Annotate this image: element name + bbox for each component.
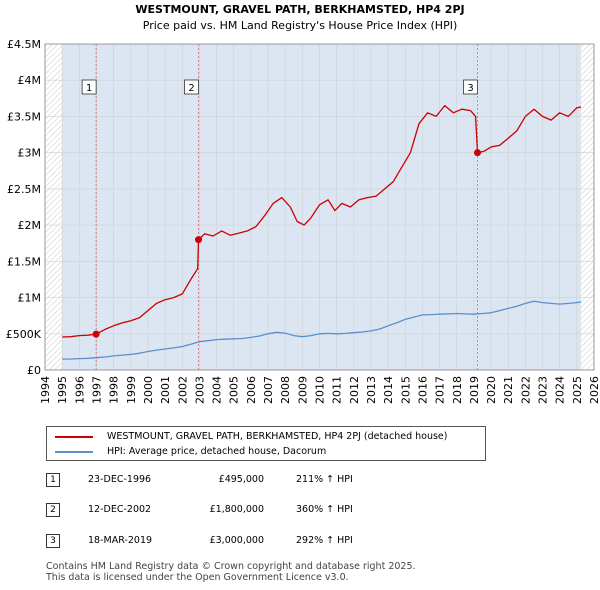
footer-copyright: Contains HM Land Registry data © Crown c… bbox=[46, 561, 416, 572]
x-tick-label: 1997 bbox=[90, 376, 103, 404]
x-tick-label: 1995 bbox=[56, 376, 69, 404]
chart-subtitle: Price paid vs. HM Land Registry's House … bbox=[142, 19, 458, 32]
chart-title: WESTMOUNT, GRAVEL PATH, BERKHAMSTED, HP4… bbox=[135, 3, 465, 16]
x-tick-label: 2019 bbox=[468, 376, 481, 404]
x-tick-label: 2003 bbox=[193, 376, 206, 404]
sale-label-box bbox=[81, 79, 97, 95]
legend-swatch-property bbox=[55, 435, 93, 438]
y-tick-label: £2.5M bbox=[7, 183, 41, 196]
table-row: 2 12-DEC-2002 £1,800,000 360% ↑ HPI bbox=[46, 503, 446, 521]
x-tick-label: 2021 bbox=[502, 376, 515, 404]
x-tick-label: 2006 bbox=[245, 376, 258, 404]
sale-point bbox=[474, 149, 482, 157]
x-tick-label: 2020 bbox=[485, 376, 498, 404]
hpi-line bbox=[62, 300, 582, 360]
y-tick-label: £3M bbox=[18, 147, 42, 160]
x-tick-label: 2009 bbox=[296, 376, 309, 404]
x-tick-label: 1998 bbox=[108, 376, 121, 404]
y-tick-label: £2M bbox=[18, 219, 42, 232]
sale-point bbox=[92, 330, 100, 338]
y-tick-label: £0 bbox=[27, 364, 41, 377]
x-tick-label: 2002 bbox=[176, 376, 189, 404]
legend: WESTMOUNT, GRAVEL PATH, BERKHAMSTED, HP4… bbox=[46, 426, 486, 461]
sale-price: £495,000 bbox=[218, 474, 264, 485]
sale-date: 23-DEC-1996 bbox=[88, 474, 152, 485]
x-tick-label: 2000 bbox=[142, 376, 155, 404]
x-tick-label: 2012 bbox=[348, 376, 361, 404]
x-tick-label: 2008 bbox=[279, 376, 292, 404]
table-row: 1 23-DEC-1996 £495,000 211% ↑ HPI bbox=[46, 473, 446, 491]
x-tick-label: 2016 bbox=[416, 376, 429, 404]
legend-item-property: WESTMOUNT, GRAVEL PATH, BERKHAMSTED, HP4… bbox=[55, 431, 448, 442]
legend-swatch-hpi bbox=[55, 450, 93, 453]
data-range-band bbox=[62, 44, 582, 370]
sale-label-box bbox=[184, 79, 199, 95]
y-tick-label: £3.5M bbox=[7, 110, 41, 123]
table-row: 3 18-MAR-2019 £3,000,000 292% ↑ HPI bbox=[46, 534, 446, 552]
y-tick-label: £1M bbox=[18, 292, 42, 305]
price-chart: £0 £500K £1M £1.5M £2M £2.5M £3M £3.5M £4M £4.5M 1… bbox=[6, 38, 600, 404]
sale-price: £1,800,000 bbox=[209, 504, 264, 515]
hatch-left bbox=[45, 44, 63, 370]
hatch-right bbox=[581, 44, 594, 370]
legend-item-hpi: HPI: Average price, detached house, Daco… bbox=[55, 446, 326, 457]
x-tick-label: 2026 bbox=[588, 376, 600, 404]
sale-label-text: 2 bbox=[188, 83, 194, 94]
sale-date: 18-MAR-2019 bbox=[88, 535, 153, 546]
x-tick-label: 2007 bbox=[262, 376, 275, 404]
x-tick-label: 2004 bbox=[211, 376, 224, 404]
x-tick-label: 2010 bbox=[314, 376, 327, 404]
sale-label-text: 1 bbox=[86, 83, 92, 94]
x-tick-label: 2022 bbox=[519, 376, 532, 404]
x-tick-label: 1996 bbox=[73, 376, 86, 404]
sale-number-badge: 1 bbox=[46, 473, 60, 487]
legend-label-property: WESTMOUNT, GRAVEL PATH, BERKHAMSTED, HP4… bbox=[107, 431, 448, 442]
sale-label-text: 3 bbox=[467, 83, 473, 94]
x-tick-label: 2025 bbox=[571, 376, 584, 404]
sale-hpi-change: 360% ↑ HPI bbox=[296, 504, 353, 515]
sale-hpi-change: 211% ↑ HPI bbox=[296, 474, 353, 485]
x-tick-label: 2013 bbox=[365, 376, 378, 404]
x-tick-label: 2017 bbox=[434, 376, 447, 404]
x-tick-label: 2014 bbox=[382, 376, 395, 404]
plot-border bbox=[44, 43, 595, 371]
y-tick-label: £500K bbox=[6, 328, 42, 341]
x-tick-label: 2001 bbox=[159, 376, 172, 404]
x-tick-label: 1999 bbox=[125, 376, 138, 404]
x-tick-label: 2024 bbox=[554, 376, 567, 404]
sale-label-box bbox=[463, 79, 478, 95]
legend-label-hpi: HPI: Average price, detached house, Daco… bbox=[107, 446, 327, 457]
y-tick-label: £4M bbox=[18, 74, 42, 87]
footer-licence: This data is licensed under the Open Gov… bbox=[46, 572, 349, 583]
sale-number-badge: 3 bbox=[46, 534, 60, 548]
x-tick-label: 2011 bbox=[331, 376, 344, 404]
x-tick-label: 2005 bbox=[228, 376, 241, 404]
x-tick-label: 1994 bbox=[39, 376, 52, 404]
x-tick-label: 2023 bbox=[537, 376, 550, 404]
sale-date: 12-DEC-2002 bbox=[88, 504, 152, 515]
sale-price: £3,000,000 bbox=[209, 535, 264, 546]
sale-point bbox=[195, 236, 203, 244]
sale-hpi-change: 292% ↑ HPI bbox=[296, 535, 353, 546]
y-tick-label: £4.5M bbox=[7, 38, 41, 51]
property-price-line bbox=[62, 104, 582, 338]
y-tick-label: £1.5M bbox=[7, 255, 41, 268]
x-tick-label: 2018 bbox=[451, 376, 464, 404]
sale-number-badge: 2 bbox=[46, 503, 60, 517]
x-tick-label: 2015 bbox=[399, 376, 412, 404]
